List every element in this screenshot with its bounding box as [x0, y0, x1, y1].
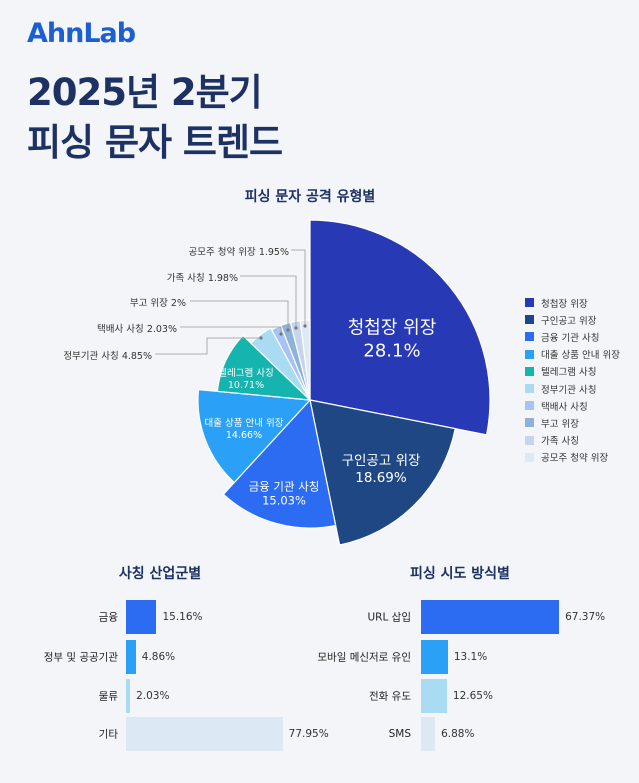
title-line-1: 2025년 2분기	[27, 71, 263, 114]
slice-label-wedding: 청첩장 위장 28.1%	[347, 317, 437, 362]
industry-bar-value: 15.16%	[162, 611, 203, 623]
industry-bar	[126, 640, 136, 674]
industry-bar-label: 기타	[98, 728, 118, 741]
legend-label: 텔레그램 사칭	[541, 367, 597, 379]
legend-swatch	[525, 452, 534, 462]
legend-swatch	[525, 298, 534, 308]
legend-swatch	[525, 332, 534, 342]
legend-swatch	[525, 315, 534, 325]
method-bar	[421, 679, 447, 713]
industry-bar-label: 물류	[98, 690, 118, 703]
method-bar	[421, 717, 436, 751]
legend-item: 청첩장 위장	[525, 294, 620, 311]
method-bar-value: 12.65%	[452, 690, 493, 702]
callout-line-obituary	[190, 300, 289, 330]
page-title: 2025년 2분기 피싱 문자 트렌드	[27, 68, 283, 168]
method-bar	[421, 640, 448, 674]
pie-chart-title: 피싱 문자 공격 유형별	[244, 189, 376, 205]
legend-swatch	[525, 384, 534, 394]
legend-label: 금융 기관 사칭	[541, 332, 600, 344]
callout-line-government	[155, 337, 261, 355]
method-bar-value: 6.88%	[441, 728, 475, 740]
legend-item: 금융 기관 사칭	[525, 328, 620, 345]
method-bar	[421, 600, 560, 634]
industry-bar-label: 정부 및 공공기관	[43, 651, 118, 664]
industry-bar-value: 4.86%	[141, 651, 176, 663]
industry-bar-value: 2.03%	[136, 690, 170, 702]
industry-bar-value: 77.95%	[288, 728, 329, 740]
ahnlab-logo: AhnLab	[27, 18, 136, 49]
legend-item: 구인공고 위장	[525, 311, 620, 328]
callout-government: 정부기관 사칭 4.85%	[63, 351, 152, 362]
slice-label-job: 구인공고 위장 18.69%	[341, 453, 421, 486]
industry-bar	[126, 717, 283, 751]
callout-line-family	[240, 275, 297, 328]
callout-ipo: 공모주 청약 위장 1.95%	[188, 247, 289, 258]
industry-bar	[126, 679, 131, 713]
title-line-2: 피싱 문자 트렌드	[27, 121, 283, 164]
legend-label: 정부기관 사칭	[541, 384, 597, 396]
pie-slice-0	[309, 219, 491, 436]
callout-dot	[294, 326, 298, 330]
callout-line-ipo	[291, 249, 306, 326]
legend-label: 택배사 사칭	[541, 401, 588, 413]
method-bar-label: 전화 유도	[369, 690, 411, 703]
legend-item: 부고 위장	[525, 414, 620, 431]
pie-slice-4	[216, 334, 312, 401]
legend-item: 공모주 청약 위장	[525, 449, 620, 466]
legend-label: 구인공고 위장	[541, 315, 597, 327]
method-bar-label: URL 삽입	[367, 611, 412, 624]
legend-item: 대출 상품 안내 위장	[525, 346, 620, 363]
legend-label: 공모주 청약 위장	[541, 453, 609, 465]
callout-dot	[259, 336, 263, 340]
slice-label-finance: 금융 기관 사칭 15.03%	[248, 479, 320, 508]
method-bar-label: SMS	[388, 728, 411, 740]
callout-courier: 택배사 사칭 2.03%	[97, 324, 177, 335]
legend-label: 부고 위장	[541, 418, 579, 430]
legend-item: 텔레그램 사칭	[525, 363, 620, 380]
legend-label: 가족 사칭	[541, 436, 579, 448]
callout-dot	[279, 332, 283, 336]
pie-slice-3	[197, 388, 312, 484]
callout-dot	[303, 324, 307, 328]
slice-label-loan: 대출 상품 안내 위장 14.66%	[204, 418, 284, 441]
callout-family: 가족 사칭 1.98%	[166, 273, 238, 284]
pie-slice-1	[309, 399, 456, 546]
legend-swatch	[525, 366, 534, 376]
callout-dot	[286, 328, 290, 332]
method-bar-label: 모바일 메신저로 유인	[317, 651, 411, 664]
legend-swatch	[525, 418, 534, 428]
pie-slice-2	[222, 398, 337, 529]
legend-swatch	[525, 435, 534, 445]
legend-label: 청첩장 위장	[541, 298, 588, 310]
callout-obituary: 부고 위장 2%	[129, 298, 186, 309]
industry-bar-label: 금융	[98, 611, 118, 624]
method-bar-value: 67.37%	[565, 611, 606, 623]
pie-slice-5	[250, 327, 311, 401]
legend-item: 정부기관 사칭	[525, 380, 620, 397]
slice-label-telegram: 텔레그램 사칭 10.71%	[218, 368, 274, 391]
legend-swatch	[525, 349, 534, 359]
method-bar-value: 13.1%	[453, 651, 488, 663]
legend-item: 가족 사칭	[525, 432, 620, 449]
industry-chart-title: 사칭 산업군별	[118, 566, 202, 582]
legend-item: 택배사 사칭	[525, 397, 620, 414]
legend-swatch	[525, 401, 534, 411]
legend-label: 대출 상품 안내 위장	[541, 350, 620, 362]
callout-line-courier	[180, 326, 282, 334]
industry-bar	[126, 600, 157, 634]
method-chart-title: 피싱 시도 방식별	[410, 566, 510, 582]
